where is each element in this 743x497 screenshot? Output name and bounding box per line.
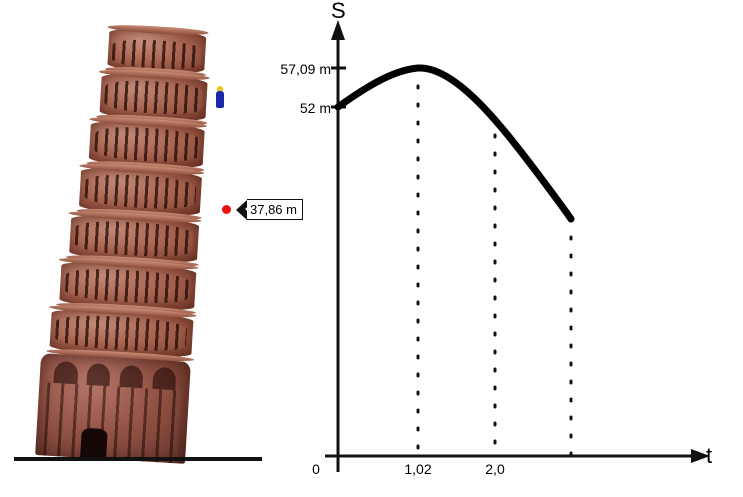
height-vs-time-graph: S t 57,09 m 52 m 0 1,02 2,0 bbox=[280, 0, 743, 497]
tier-3-columns bbox=[84, 172, 197, 212]
tower-tier-6 bbox=[45, 303, 197, 364]
tier-4-columns bbox=[74, 219, 194, 259]
tier-1-columns bbox=[103, 78, 203, 117]
belfry-columns bbox=[111, 38, 203, 71]
measurement-value-label: 37,86 m bbox=[247, 199, 303, 220]
tower-tier-3 bbox=[76, 162, 205, 222]
x-tick-label-t1: 1,02 bbox=[404, 461, 432, 477]
tower-base bbox=[35, 353, 191, 464]
y-tick-label-peak: 57,09 m bbox=[280, 61, 331, 77]
x-axis-arrowhead bbox=[691, 449, 710, 463]
x-tick-label-t2: 2,0 bbox=[485, 461, 505, 477]
tier-5-columns bbox=[64, 266, 191, 307]
tower-tier-1 bbox=[96, 68, 210, 127]
graph-svg bbox=[325, 20, 710, 472]
tier-6-columns bbox=[54, 313, 188, 354]
y-axis-arrowhead bbox=[331, 20, 345, 40]
x-axis-label: t bbox=[706, 443, 713, 468]
person-head bbox=[217, 86, 223, 92]
person-body bbox=[216, 91, 224, 108]
leaning-tower-image bbox=[30, 23, 210, 464]
base-arch bbox=[119, 364, 144, 389]
base-arch bbox=[86, 362, 112, 387]
base-pilasters bbox=[42, 382, 182, 464]
measurement-point-dot bbox=[222, 205, 231, 214]
measurement-callout: 37,86 m bbox=[236, 199, 303, 220]
y-axis-label: S bbox=[331, 0, 346, 23]
x-tick-label-zero: 0 bbox=[312, 461, 320, 477]
height-curve bbox=[334, 64, 575, 223]
callout-arrow-tip bbox=[236, 199, 254, 220]
tower-belfry bbox=[105, 23, 209, 79]
person-on-tower-icon bbox=[216, 86, 225, 108]
base-arch bbox=[151, 366, 177, 391]
tier-2-columns bbox=[93, 125, 200, 164]
base-doorway bbox=[80, 427, 108, 460]
tower-body bbox=[30, 23, 235, 465]
belfry-cornice-top bbox=[107, 23, 209, 37]
y-tick-label-start: 52 m bbox=[299, 100, 331, 116]
tower-illustration-panel: 37,86 m bbox=[0, 0, 303, 497]
ground-line bbox=[14, 457, 262, 461]
tower-tier-2 bbox=[86, 115, 208, 174]
base-arch bbox=[53, 360, 79, 385]
